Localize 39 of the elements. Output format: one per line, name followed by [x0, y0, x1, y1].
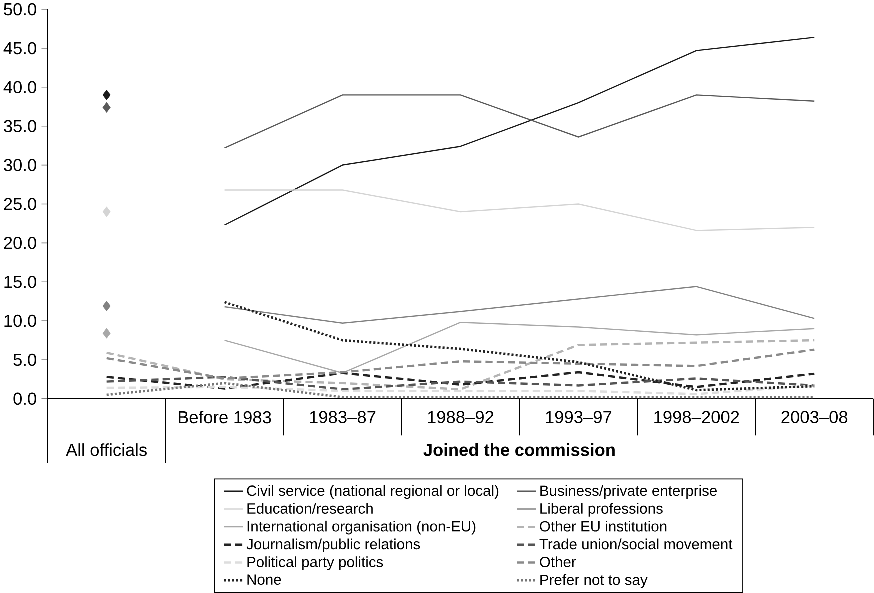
y-tick-label: 25.0 [4, 198, 36, 210]
legend-label: Prefer not to say [540, 574, 648, 588]
line-series [106, 348, 816, 380]
line-series [224, 94, 816, 149]
y-tick-label: 0.0 [14, 392, 36, 406]
legend-label: Business/private enterprise [540, 485, 718, 499]
x-tick-label: 1998–2002 [654, 411, 740, 424]
x-axis-title: Joined the commission [424, 443, 615, 456]
x-tick-label: 1988–92 [428, 411, 494, 424]
legend-label: Civil service (national regional or local) [247, 485, 499, 499]
legend-label: Other EU institution [540, 520, 667, 532]
x-tick-label: All officials [66, 443, 147, 456]
line-series [106, 339, 816, 391]
x-tick-label: 1993–97 [546, 411, 612, 424]
line-series [224, 190, 816, 232]
x-tick-label: Before 1983 [178, 410, 272, 424]
legend-label: Liberal professions [540, 503, 663, 517]
legend-label: International organisation (non-EU) [248, 520, 476, 535]
legend-label: Political party politics [248, 556, 384, 570]
y-tick-label: 40.0 [4, 81, 36, 94]
line-series [106, 376, 816, 391]
legend-label: Journalism/public relations [246, 538, 420, 552]
y-tick-label: 45.0 [4, 42, 36, 55]
y-tick-label: 35.0 [4, 120, 36, 132]
line-series [224, 36, 816, 226]
x-tick-label: 1983–87 [310, 411, 376, 424]
line-series [224, 286, 816, 324]
x-tick-label: 2003–08 [782, 411, 848, 424]
y-tick-label: 5.0 [14, 354, 36, 366]
line-series [224, 322, 816, 374]
legend-label: Trade union/social movement [540, 538, 733, 550]
legend-label: Education/research [248, 503, 373, 514]
y-tick-label: 20.0 [4, 236, 36, 250]
y-tick-label: 10.0 [4, 314, 36, 328]
y-tick-label: 50.0 [4, 3, 36, 16]
legend-label: None [248, 574, 282, 585]
legend-label: Other [540, 556, 576, 568]
y-tick-label: 15.0 [4, 276, 36, 288]
y-tick-label: 30.0 [4, 159, 36, 172]
